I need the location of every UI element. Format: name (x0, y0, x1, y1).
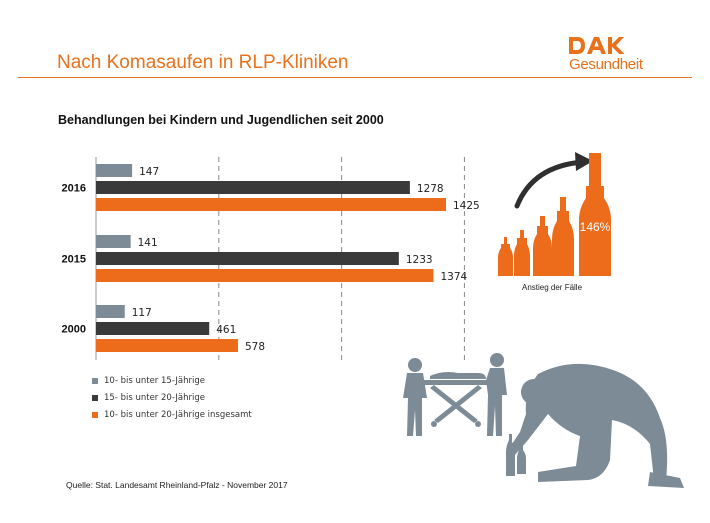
legend-label: 15- bis unter 20-Jährige (104, 393, 205, 403)
data-label: 117 (132, 307, 152, 319)
legend-swatch (92, 412, 98, 418)
title-divider (18, 77, 692, 78)
legend-swatch (92, 395, 98, 401)
bar (96, 235, 131, 248)
bar (96, 164, 133, 177)
data-label: 1425 (453, 200, 480, 212)
data-label: 578 (245, 341, 265, 353)
bottles-rising-icon: 146% (498, 152, 611, 276)
chart-title: Behandlungen bei Kindern und Jugendliche… (58, 113, 384, 127)
data-label: 1374 (440, 271, 467, 283)
legend-item-10-20-total: 10- bis unter 20-Jährige insgesamt (92, 410, 252, 420)
bar (96, 252, 399, 265)
data-label: 1233 (406, 254, 433, 266)
legend-swatch (92, 378, 98, 384)
bar (96, 322, 210, 335)
legend-item-15-20: 15- bis unter 20-Jährige (92, 393, 205, 403)
category-label: 2015 (62, 254, 86, 266)
data-label: 461 (216, 324, 236, 336)
silhouette-illustration (403, 353, 684, 488)
bar (96, 305, 125, 318)
data-label: 1278 (417, 183, 444, 195)
bar (96, 339, 238, 352)
bar (96, 181, 410, 194)
category-label: 2016 (62, 183, 86, 195)
source-note: Quelle: Stat. Landesamt Rheinland-Pfalz … (66, 480, 288, 490)
increase-percent: 146% (580, 220, 611, 234)
inset-caption: Anstieg der Fälle (522, 283, 583, 292)
data-label: 147 (139, 166, 159, 178)
page-title: Nach Komasaufen in RLP-Kliniken (57, 52, 349, 73)
bar (96, 198, 446, 211)
category-label: 2000 (62, 324, 86, 336)
data-label: 141 (138, 237, 158, 249)
logo-wordmark: Gesundheit (569, 56, 643, 73)
legend-label: 10- bis unter 15-Jährige (104, 376, 205, 386)
legend-item-10-15: 10- bis unter 15-Jährige (92, 376, 205, 386)
dak-logo (569, 37, 625, 54)
bar (96, 269, 434, 282)
legend-label: 10- bis unter 20-Jährige insgesamt (104, 410, 252, 420)
